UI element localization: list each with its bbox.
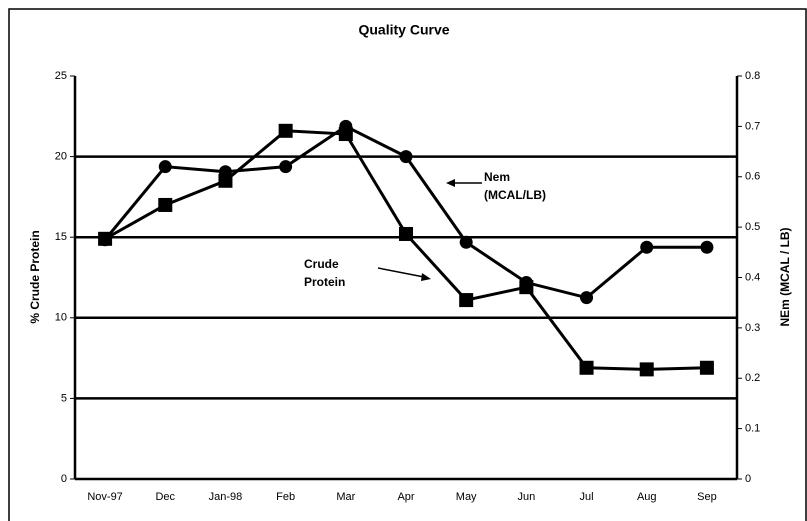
y2-tick-label: 0 bbox=[745, 473, 751, 485]
frame bbox=[8, 8, 807, 521]
marker bbox=[459, 293, 474, 308]
y-tick-label: 0 bbox=[61, 473, 67, 485]
marker bbox=[459, 235, 473, 249]
marker bbox=[98, 233, 112, 247]
marker bbox=[158, 197, 173, 212]
x-tick-label: Nov-97 bbox=[87, 491, 122, 503]
marker bbox=[699, 360, 714, 375]
y-tick-label: 20 bbox=[55, 151, 67, 163]
x-tick-label: May bbox=[456, 491, 477, 503]
y2-tick-label: 0.1 bbox=[745, 423, 760, 435]
y-tick-label: 10 bbox=[55, 312, 67, 324]
y-axis-label: % Crude Protein bbox=[28, 230, 42, 323]
marker bbox=[399, 150, 413, 164]
marker bbox=[399, 226, 413, 241]
annotation: Nem bbox=[484, 170, 510, 184]
marker bbox=[278, 123, 293, 138]
y2-tick-label: 0.3 bbox=[745, 322, 760, 334]
marker bbox=[279, 160, 293, 174]
y2-tick-label: 0.7 bbox=[745, 120, 760, 132]
y2-tick-label: 0.6 bbox=[745, 171, 760, 183]
marker bbox=[580, 291, 594, 305]
marker bbox=[640, 240, 654, 254]
x-tick-label: Aug bbox=[637, 491, 657, 503]
marker bbox=[218, 165, 232, 179]
y2-tick-label: 0.8 bbox=[745, 70, 760, 82]
y-tick-label: 5 bbox=[61, 392, 67, 404]
annotation: Protein bbox=[304, 275, 345, 289]
annotation: (MCAL/LB) bbox=[484, 188, 546, 202]
marker bbox=[639, 362, 654, 377]
series-line bbox=[104, 129, 707, 371]
x-tick-label: Apr bbox=[397, 491, 414, 503]
annotation-arrow bbox=[377, 267, 425, 278]
x-tick-label: Dec bbox=[155, 491, 175, 503]
y-tick-label: 15 bbox=[55, 231, 67, 243]
marker bbox=[339, 119, 353, 133]
marker bbox=[519, 276, 533, 290]
y-tick-label: 25 bbox=[55, 70, 67, 82]
y2-axis-label: NEm (MCAL / LB) bbox=[778, 227, 792, 326]
y2-tick-label: 0.5 bbox=[745, 221, 760, 233]
marker bbox=[700, 240, 714, 254]
marker bbox=[158, 160, 172, 174]
x-tick-label: Feb bbox=[276, 491, 295, 503]
x-tick-label: Jan-98 bbox=[209, 491, 243, 503]
marker bbox=[579, 360, 594, 375]
annotation-arrowhead bbox=[421, 273, 431, 281]
chart-title: Quality Curve bbox=[358, 22, 449, 38]
x-tick-label: Mar bbox=[336, 491, 355, 503]
marker bbox=[218, 173, 233, 188]
annotation-arrowhead bbox=[446, 179, 455, 187]
x-tick-label: Jul bbox=[580, 491, 594, 503]
x-tick-label: Sep bbox=[697, 491, 717, 503]
annotation: Crude bbox=[304, 257, 339, 271]
y2-tick-label: 0.4 bbox=[745, 271, 760, 283]
y2-tick-label: 0.2 bbox=[745, 372, 760, 384]
x-tick-label: Jun bbox=[517, 491, 535, 503]
